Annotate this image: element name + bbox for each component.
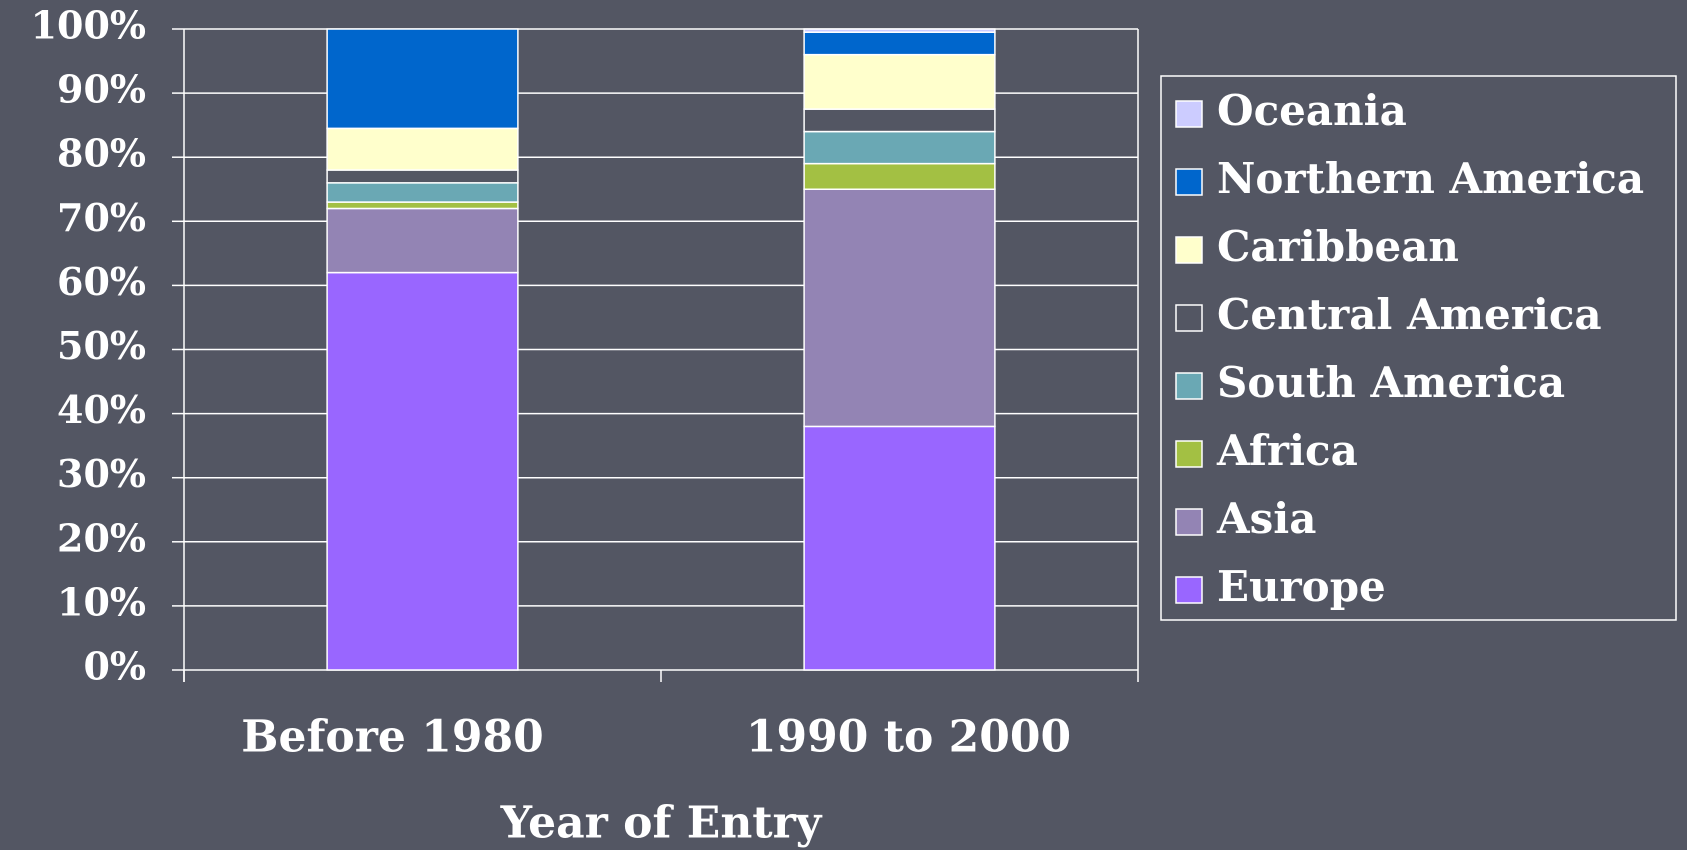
x-axis-title: Year of Entry [500,798,823,849]
x-tick-label: 1990 to 2000 [746,712,1071,763]
legend-swatch [1175,304,1203,332]
legend-swatch [1175,576,1203,604]
y-tick-label: 60% [57,259,146,304]
y-tick-label: 100% [31,3,146,48]
legend-label: Asia [1216,494,1316,543]
bar-segment [803,425,996,671]
bar-segment [326,169,519,184]
bar-segment [803,188,996,428]
legend-swatch [1175,236,1203,264]
bar-segment [803,108,996,133]
legend-swatch [1175,372,1203,400]
legend-swatch [1175,440,1203,468]
bar-segment [326,182,519,203]
bar-segment [326,201,519,210]
legend-label: Africa [1216,426,1358,475]
legend-swatch [1175,168,1203,196]
y-tick-label: 40% [57,387,146,432]
bar-segment [803,28,996,33]
legend-swatch [1175,100,1203,128]
y-tick-label: 30% [57,451,146,496]
legend-label: Oceania [1217,86,1407,135]
y-tick-label: 90% [57,67,146,112]
bar-segment [803,130,996,165]
bar-segment [326,271,519,671]
y-tick-label: 10% [57,579,146,624]
legend-label: Northern America [1217,154,1644,203]
bar-segment [803,162,996,190]
legend-swatch [1175,508,1203,536]
legend-box [1160,75,1677,621]
legend-label: Europe [1217,562,1386,611]
bar-segment [326,28,519,130]
y-tick-label: 80% [57,131,146,176]
y-tick-label: 50% [57,323,146,368]
x-tick-label: Before 1980 [241,712,543,763]
legend-label: South America [1217,358,1565,407]
legend-label: Caribbean [1217,222,1459,271]
y-tick-label: 70% [57,195,146,240]
bar-segment [803,53,996,110]
y-tick-label: 0% [83,644,146,689]
y-tick-label: 20% [57,515,146,560]
bar-segment [803,31,996,56]
legend-label: Central America [1217,290,1602,339]
bar-segment [326,207,519,274]
bar-segment [326,127,519,171]
